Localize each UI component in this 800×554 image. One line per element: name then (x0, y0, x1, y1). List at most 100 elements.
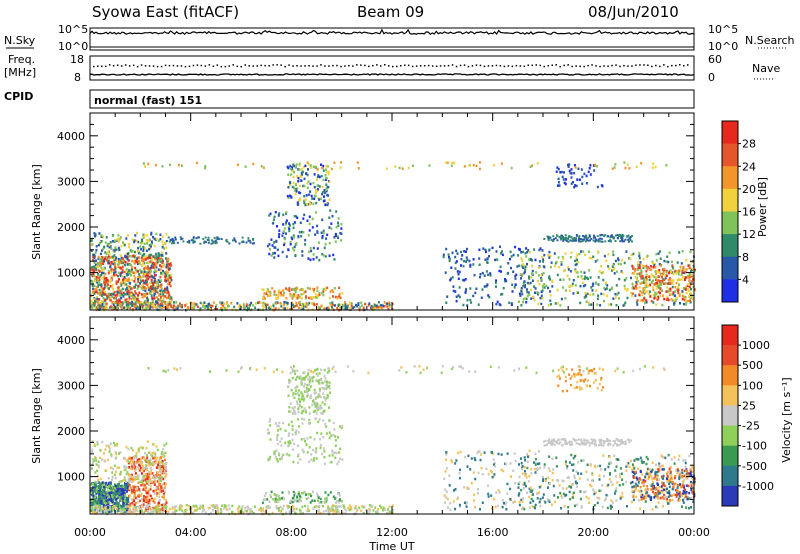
echo-cell (153, 277, 156, 281)
echo-cell (656, 285, 659, 288)
echo-cell (94, 300, 96, 303)
echo-cell (672, 291, 675, 294)
echo-cell (308, 406, 311, 409)
echo-cell (146, 475, 149, 478)
echo-cell (574, 166, 577, 169)
nave-point (164, 64, 167, 67)
echo-cell (565, 289, 568, 292)
echo-cell (294, 291, 297, 294)
echo-cell (104, 241, 107, 244)
nave-point (567, 64, 569, 66)
echo-cell (317, 241, 320, 244)
echo-cell (99, 495, 102, 498)
echo-cell (99, 258, 102, 261)
echo-cell (122, 493, 124, 496)
echo-cell (460, 250, 462, 254)
echo-cell (138, 273, 141, 276)
echo-cell (210, 512, 213, 515)
echo-cell (213, 236, 216, 239)
echo-cell (101, 458, 104, 461)
echo-cell (679, 278, 682, 281)
echo-cell (581, 238, 584, 241)
echo-cell (151, 455, 154, 458)
echo-cell (689, 295, 692, 298)
echo-cell (166, 288, 169, 291)
echo-cell (303, 397, 306, 401)
echo-cell (165, 296, 168, 300)
echo-cell (322, 178, 325, 182)
echo-cell (160, 467, 163, 471)
echo-cell (321, 386, 324, 390)
nave-point (396, 65, 398, 68)
echo-cell (593, 234, 595, 237)
echo-cell (172, 241, 175, 244)
echo-cell (508, 301, 511, 304)
echo-cell (238, 305, 241, 309)
echo-cell (687, 264, 690, 267)
echo-cell (335, 210, 338, 213)
echo-cell (597, 240, 600, 243)
echo-cell (305, 305, 308, 309)
echo-cell (108, 253, 111, 257)
echo-cell (321, 166, 324, 169)
echo-cell (654, 281, 657, 285)
echo-cell (616, 234, 619, 236)
echo-cell (141, 264, 144, 267)
echo-cell (128, 295, 131, 298)
echo-cell (100, 300, 103, 303)
echo-cell (569, 256, 572, 259)
echo-cell (113, 495, 116, 499)
echo-cell (128, 474, 131, 477)
echo-cell (638, 254, 641, 258)
echo-cell (307, 303, 310, 306)
echo-cell (602, 293, 605, 296)
echo-cell (330, 304, 333, 307)
echo-cell (102, 297, 105, 300)
echo-cell (118, 299, 121, 302)
echo-cell (98, 485, 100, 488)
echo-cell (162, 448, 165, 451)
echo-cell (322, 505, 324, 508)
echo-cell (669, 287, 672, 291)
echo-cell (317, 395, 320, 399)
echo-cell (164, 475, 167, 479)
echo-cell (107, 261, 110, 265)
nave-point (152, 65, 155, 67)
echo-cell (102, 494, 105, 497)
nsearch-bottom-tick: 10^0 (708, 40, 738, 53)
echo-cell (328, 254, 331, 257)
echo-cell (389, 510, 392, 513)
echo-cell (113, 296, 115, 300)
echo-cell (105, 496, 108, 500)
echo-cell (534, 287, 537, 290)
echo-cell (125, 252, 128, 256)
echo-cell (102, 300, 105, 303)
echo-cell (522, 264, 525, 267)
echo-cell (292, 163, 295, 166)
echo-cell (655, 287, 658, 290)
echo-cell (172, 511, 175, 514)
echo-cell (129, 503, 132, 506)
nave-point (571, 65, 573, 68)
echo-cell (325, 307, 328, 310)
echo-cell (124, 489, 126, 492)
echo-cell (452, 289, 455, 293)
echo-cell (219, 511, 222, 515)
echo-cell (307, 234, 310, 237)
echo-cell (285, 221, 288, 224)
echo-cell (98, 298, 101, 301)
echo-cell (587, 301, 590, 305)
echo-cell (95, 498, 98, 501)
echo-cell (549, 236, 552, 239)
echo-cell (583, 271, 586, 274)
echo-cell (447, 253, 450, 256)
echo-cell (464, 278, 467, 281)
echo-cell (280, 305, 283, 308)
echo-cell (375, 510, 378, 514)
echo-cell (150, 507, 153, 510)
echo-cell (579, 284, 582, 288)
echo-cell (142, 272, 145, 276)
echo-cell (147, 162, 150, 166)
echo-cell (674, 269, 677, 273)
echo-cell (663, 278, 666, 281)
